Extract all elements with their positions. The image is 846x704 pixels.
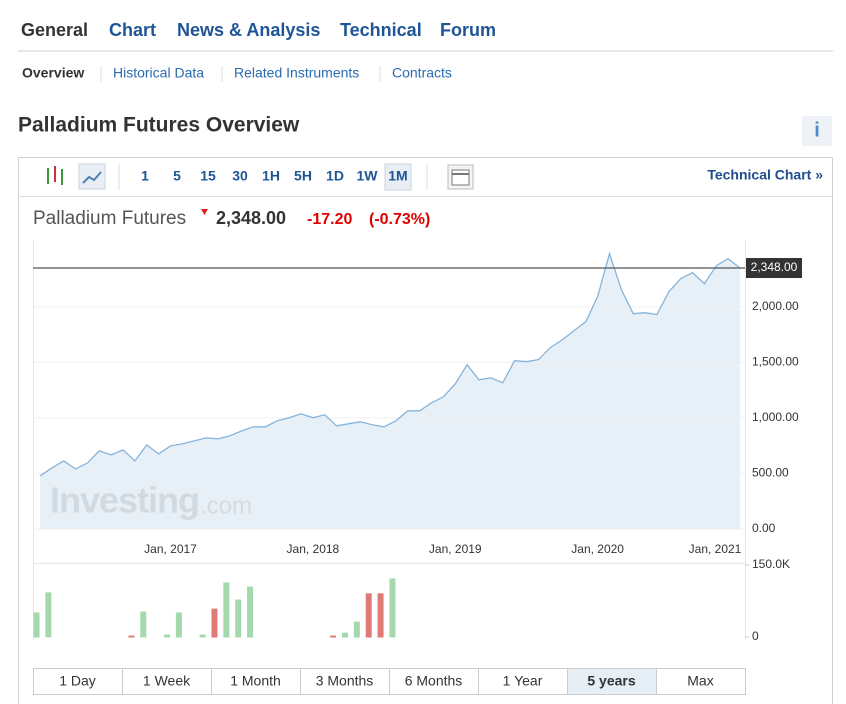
calendar-icon-part [451,169,470,186]
range-button[interactable] [567,668,657,695]
subtab[interactable]: Related Instruments [234,65,359,81]
quote-change-pct: (-0.73%) [369,211,430,228]
range-button[interactable] [656,668,746,695]
quote-price: 2,348.00 [216,208,286,228]
interval-active [384,163,412,191]
quote-change: -17.20 [307,211,352,228]
tab[interactable]: Chart [109,20,156,40]
interval-button[interactable]: 1M [388,168,407,184]
volume-bar [353,621,360,638]
interval-button[interactable]: 1 [141,168,149,184]
volume-bar [247,586,254,638]
volume-bar [33,612,40,638]
page-title: Palladium Futures Overview [18,114,300,137]
y-tick-label: 0.00 [752,521,776,535]
volume-bar [235,599,242,638]
technical-chart-link[interactable]: Technical Chart » [707,167,823,183]
quote-name: Palladium Futures [33,208,186,229]
volume-bar [199,634,206,638]
interval-button[interactable]: 1D [326,168,344,184]
volume-bar [140,611,147,638]
info-icon[interactable]: i [814,119,820,141]
range-button[interactable] [211,668,301,695]
subtab[interactable]: Overview [22,65,84,81]
interval-button[interactable]: 5 [173,168,181,184]
line-icon-button[interactable] [78,163,106,190]
volume-bar [377,593,384,638]
volume-bar [175,612,182,638]
range-button[interactable] [389,668,479,695]
interval-button[interactable]: 30 [232,168,248,184]
info-button[interactable] [802,116,832,146]
y-tick-label: 2,000.00 [752,299,799,313]
range-label[interactable]: 1 Year [503,673,543,689]
x-tick-label: Jan, 2017 [144,542,197,556]
x-tick-label: Jan, 2018 [287,542,340,556]
range-button[interactable] [478,668,568,695]
volume-bar [128,635,135,638]
volume-bar [211,608,218,638]
x-tick-label: Jan, 2020 [571,542,624,556]
subtab[interactable]: Historical Data [113,65,204,81]
range-button[interactable] [122,668,212,695]
subtab[interactable]: Contracts [392,65,452,81]
range-label[interactable]: Max [687,673,713,689]
y-tick-label: 1,500.00 [752,354,799,368]
y-tick-label: 1,000.00 [752,410,799,424]
volume-bar [389,578,396,638]
range-label[interactable]: 1 Week [143,673,191,689]
price-line [39,251,741,477]
range-button[interactable] [33,668,123,695]
range-button[interactable] [300,668,390,695]
price-area [40,253,740,529]
volume-bar [223,582,230,638]
range-label[interactable]: 6 Months [405,673,463,689]
volume-tick-label: 150.0K [752,557,790,571]
current-price-box [746,258,802,279]
volume-bar [341,632,348,638]
y-tick-label: 500.00 [752,466,789,480]
down-arrow [201,209,208,215]
interval-button[interactable]: 1H [262,168,280,184]
line-icon [82,171,102,184]
range-label[interactable]: 1 Day [59,673,96,689]
range-label[interactable]: 1 Month [230,673,281,689]
x-tick-label: Jan, 2019 [429,542,482,556]
range-label[interactable]: 3 Months [316,673,374,689]
interval-button[interactable]: 1W [357,168,379,184]
interval-button[interactable]: 5H [294,168,312,184]
volume-bar [164,634,171,638]
tab[interactable]: Forum [440,20,496,40]
range-label[interactable]: 5 years [587,673,635,689]
x-tick-label: Jan, 2021 [689,542,742,556]
current-price-label: 2,348.00 [751,260,798,274]
interval-button[interactable]: 15 [200,168,216,184]
tab[interactable]: Technical [340,20,422,40]
candle-icon[interactable] [47,166,63,185]
volume-bar [45,592,52,638]
volume-bar [365,593,372,638]
tab[interactable]: News & Analysis [177,20,320,40]
volume-bar [330,635,337,638]
tab[interactable]: General [21,20,88,40]
volume-tick-label: 0 [752,629,759,643]
